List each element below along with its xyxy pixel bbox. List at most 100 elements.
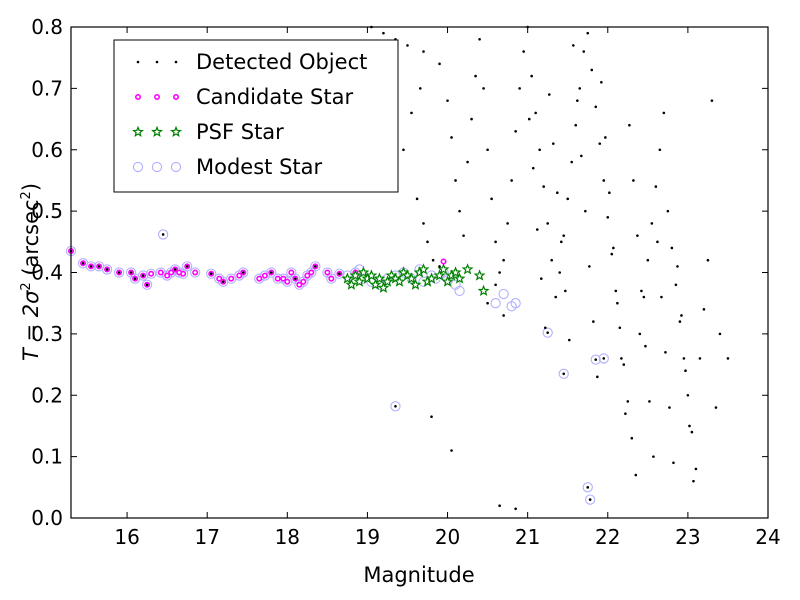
psf-point bbox=[373, 272, 386, 284]
detected-point bbox=[664, 350, 667, 354]
detected-point bbox=[415, 197, 419, 201]
detected-point bbox=[490, 197, 493, 201]
detected-point bbox=[382, 31, 385, 35]
detected-point bbox=[562, 234, 566, 237]
detected-point bbox=[570, 160, 574, 164]
legend-marker-candidate bbox=[135, 94, 142, 101]
detected-point bbox=[586, 486, 590, 489]
candidate-point bbox=[261, 272, 268, 279]
detected-point bbox=[438, 62, 441, 66]
detected-point bbox=[546, 331, 549, 334]
detected-point bbox=[608, 191, 611, 195]
detected-point bbox=[454, 179, 457, 182]
modest-point bbox=[157, 229, 169, 240]
y-tick-label: 0.1 bbox=[31, 445, 63, 469]
legend-marker-modest bbox=[151, 161, 163, 173]
detected-point bbox=[656, 240, 659, 244]
detected-point bbox=[81, 261, 85, 265]
modest-point bbox=[498, 288, 509, 300]
modest-point bbox=[390, 401, 401, 412]
psf-point bbox=[453, 272, 466, 284]
points-layer bbox=[65, 25, 730, 511]
detected-point bbox=[221, 280, 225, 284]
candidate-point bbox=[288, 269, 295, 276]
detected-point bbox=[602, 179, 606, 182]
detected-point bbox=[478, 37, 481, 41]
y-tick-label: 0.3 bbox=[31, 322, 63, 346]
detected-point bbox=[531, 166, 535, 170]
candidate-point bbox=[280, 275, 287, 282]
detected-point bbox=[572, 44, 575, 47]
detected-point bbox=[406, 44, 409, 47]
x-tick-label: 22 bbox=[595, 525, 620, 549]
detected-point bbox=[640, 289, 643, 293]
detected-point bbox=[133, 277, 137, 280]
detected-point bbox=[678, 320, 682, 323]
detected-point bbox=[676, 265, 679, 268]
detected-point bbox=[482, 87, 485, 90]
detected-point bbox=[431, 258, 435, 262]
candidate-point bbox=[256, 275, 263, 282]
psf-point bbox=[437, 263, 450, 275]
detected-point bbox=[562, 372, 566, 376]
detected-point bbox=[494, 283, 497, 287]
y-axis-title: T = 2σ2 (arcsec2) bbox=[19, 183, 43, 361]
detected-point bbox=[554, 295, 557, 299]
psf-point bbox=[441, 275, 454, 287]
detected-point bbox=[662, 111, 666, 115]
x-tick-label: 19 bbox=[355, 525, 380, 549]
detected-point bbox=[294, 277, 297, 280]
detected-point bbox=[450, 136, 453, 139]
detected-point bbox=[702, 308, 706, 311]
detected-point bbox=[588, 498, 592, 501]
y-axis-title-exp: 2 bbox=[19, 282, 34, 290]
modest-point bbox=[145, 268, 157, 279]
detected-point bbox=[145, 283, 149, 287]
modest-point bbox=[266, 267, 277, 278]
detected-point bbox=[726, 357, 730, 360]
candidate-point bbox=[157, 269, 164, 276]
detected-point bbox=[161, 233, 165, 236]
detected-point bbox=[612, 246, 615, 250]
legend-marker-candidate bbox=[173, 94, 180, 101]
detected-point bbox=[550, 258, 553, 262]
modest-point bbox=[238, 267, 249, 278]
detected-point bbox=[173, 268, 177, 271]
modest-point bbox=[584, 494, 596, 505]
psf-point bbox=[409, 278, 422, 290]
detected-point bbox=[616, 301, 619, 305]
detected-point bbox=[654, 185, 658, 188]
detected-point bbox=[566, 197, 570, 201]
y-axis-title-exp: 2 bbox=[19, 191, 34, 199]
modest-point bbox=[206, 268, 217, 279]
modest-point bbox=[190, 267, 201, 278]
detected-point bbox=[714, 406, 718, 409]
modest-point bbox=[334, 268, 345, 279]
detected-point bbox=[542, 185, 545, 188]
detected-point bbox=[630, 436, 634, 440]
detected-point bbox=[602, 357, 606, 360]
modest-point bbox=[326, 273, 337, 284]
detected-point bbox=[89, 265, 93, 268]
candidate-point bbox=[304, 272, 311, 279]
legend-marker-psf bbox=[170, 125, 182, 138]
candidate-point bbox=[192, 269, 199, 276]
detected-point bbox=[462, 234, 465, 237]
detected-point bbox=[426, 240, 429, 244]
x-tick-label: 24 bbox=[755, 525, 780, 549]
y-tick-label: 0.2 bbox=[31, 383, 63, 407]
detected-point bbox=[551, 142, 555, 145]
y-tick-label: 0.0 bbox=[31, 506, 63, 530]
detected-point bbox=[598, 142, 602, 145]
detected-point bbox=[535, 228, 539, 231]
psf-point bbox=[341, 272, 354, 284]
detected-point bbox=[614, 289, 618, 293]
detected-point bbox=[117, 271, 121, 274]
detected-point bbox=[558, 271, 562, 274]
legend: Detected Object Candidate Star PSF Star Mod… bbox=[113, 39, 399, 193]
psf-point bbox=[345, 278, 358, 290]
detected-point bbox=[680, 314, 683, 317]
y-tick-label: 0.8 bbox=[31, 15, 63, 39]
psf-point bbox=[461, 263, 474, 275]
